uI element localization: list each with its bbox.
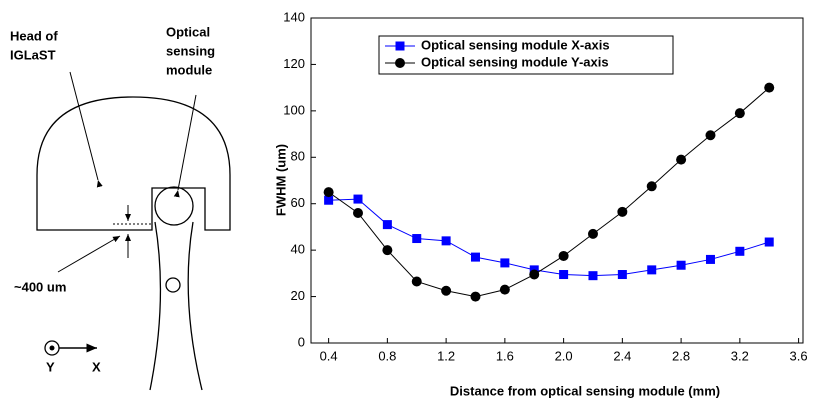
marker <box>676 154 687 165</box>
y-tick-label: 80 <box>291 149 305 164</box>
x-tick-label: 0.4 <box>320 348 338 363</box>
x-tick-label: 1.2 <box>437 348 455 363</box>
lens <box>154 186 194 226</box>
head-label: IGLaST <box>10 47 56 62</box>
head-arrow <box>69 71 103 188</box>
fiber-core <box>165 277 181 293</box>
series-line <box>328 87 770 298</box>
marker <box>500 258 510 268</box>
x-axis-label: Distance from optical sensing module (mm… <box>450 383 720 398</box>
y-tick-label: 0 <box>298 334 305 349</box>
marker <box>441 236 451 246</box>
x-tick-label: 0.8 <box>378 348 396 363</box>
marker <box>588 271 598 281</box>
marker <box>646 181 657 192</box>
x-tick-label: 3.6 <box>790 348 808 363</box>
marker <box>412 234 422 244</box>
marker <box>382 245 393 256</box>
marker <box>411 276 422 287</box>
legend-label: Optical sensing module X-axis <box>421 37 610 52</box>
marker <box>705 130 716 141</box>
legend-marker <box>395 41 405 51</box>
series-line <box>328 198 770 277</box>
y-tick-label: 140 <box>283 9 305 24</box>
y-tick-label: 120 <box>283 56 305 71</box>
x-tick-label: 2.8 <box>672 348 690 363</box>
head-label: Head of <box>10 28 58 43</box>
marker <box>764 82 775 93</box>
marker <box>558 250 569 261</box>
marker <box>323 187 334 198</box>
y-tick-label: 60 <box>291 195 305 210</box>
marker <box>735 246 745 256</box>
fiber <box>149 221 203 391</box>
y-tick-label: 20 <box>291 288 305 303</box>
marker <box>617 206 628 217</box>
module-label: Optical <box>166 24 210 39</box>
y-tick-label: 40 <box>291 242 305 257</box>
marker <box>382 220 392 230</box>
marker <box>764 237 774 247</box>
marker <box>470 291 481 302</box>
y-tick-label: 100 <box>283 102 305 117</box>
head-outline <box>36 96 231 231</box>
x-tick-label: 3.2 <box>731 348 749 363</box>
module-label: sensing <box>166 43 215 58</box>
axis-y-label: Y <box>46 359 55 374</box>
marker <box>676 260 686 270</box>
marker <box>529 269 540 280</box>
marker <box>559 270 569 280</box>
marker <box>324 195 334 205</box>
legend-marker <box>395 58 405 68</box>
marker <box>499 284 510 295</box>
marker <box>441 285 452 296</box>
gap-label: ~400 um <box>14 279 66 294</box>
y-axis-label: FWHM (um) <box>273 144 288 216</box>
marker <box>705 254 715 264</box>
plot-frame <box>310 17 804 344</box>
module-arrow <box>173 94 197 198</box>
marker <box>647 265 657 275</box>
x-tick-label: 1.6 <box>496 348 514 363</box>
axis-x-label: X <box>92 359 101 374</box>
x-tick-label: 2.0 <box>555 348 573 363</box>
diagram: Head of IGLaST Optical sensing module ~4… <box>10 24 231 391</box>
marker <box>734 108 745 119</box>
marker <box>470 252 480 262</box>
marker <box>587 228 598 239</box>
gap-label-arrow <box>57 235 121 273</box>
module-label: module <box>166 62 212 77</box>
legend-label: Optical sensing module Y-axis <box>421 54 609 69</box>
x-tick-label: 2.4 <box>613 348 631 363</box>
y-axis-dot <box>49 345 55 351</box>
marker <box>353 194 363 204</box>
marker <box>617 270 627 280</box>
legend-box <box>378 35 674 75</box>
marker <box>352 208 363 218</box>
